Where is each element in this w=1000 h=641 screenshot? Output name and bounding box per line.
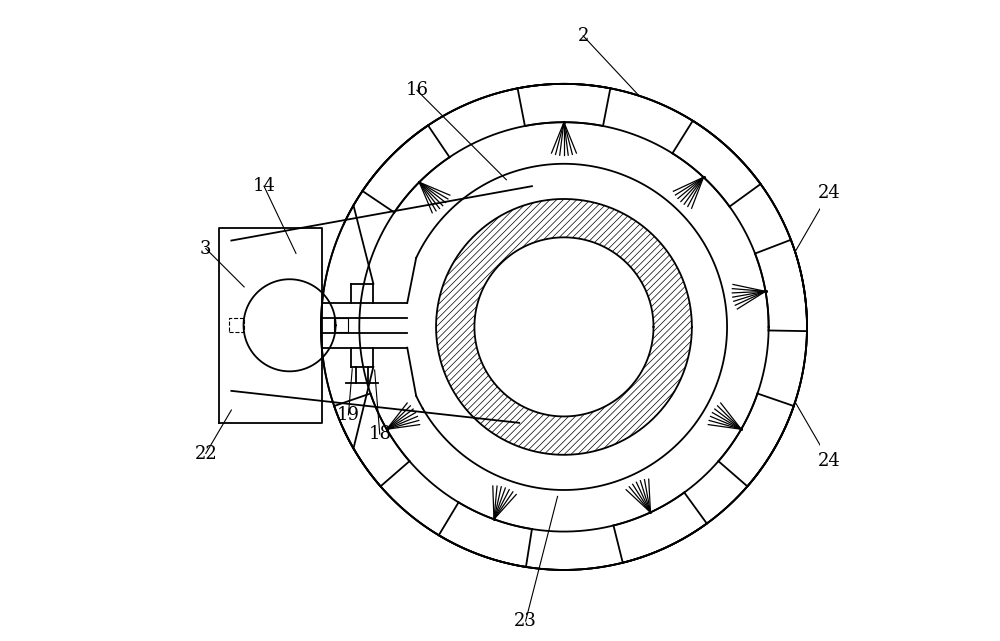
Text: 3: 3 — [200, 240, 212, 258]
Bar — [334, 319, 348, 332]
Text: 24: 24 — [818, 452, 841, 470]
Text: 22: 22 — [194, 445, 217, 463]
Text: 14: 14 — [253, 177, 275, 195]
Bar — [229, 319, 244, 332]
Text: 18: 18 — [368, 425, 391, 443]
Text: 24: 24 — [818, 183, 841, 201]
Text: 19: 19 — [337, 406, 360, 424]
Text: 23: 23 — [514, 612, 537, 630]
Text: 2: 2 — [577, 27, 589, 45]
Text: 16: 16 — [405, 81, 428, 99]
